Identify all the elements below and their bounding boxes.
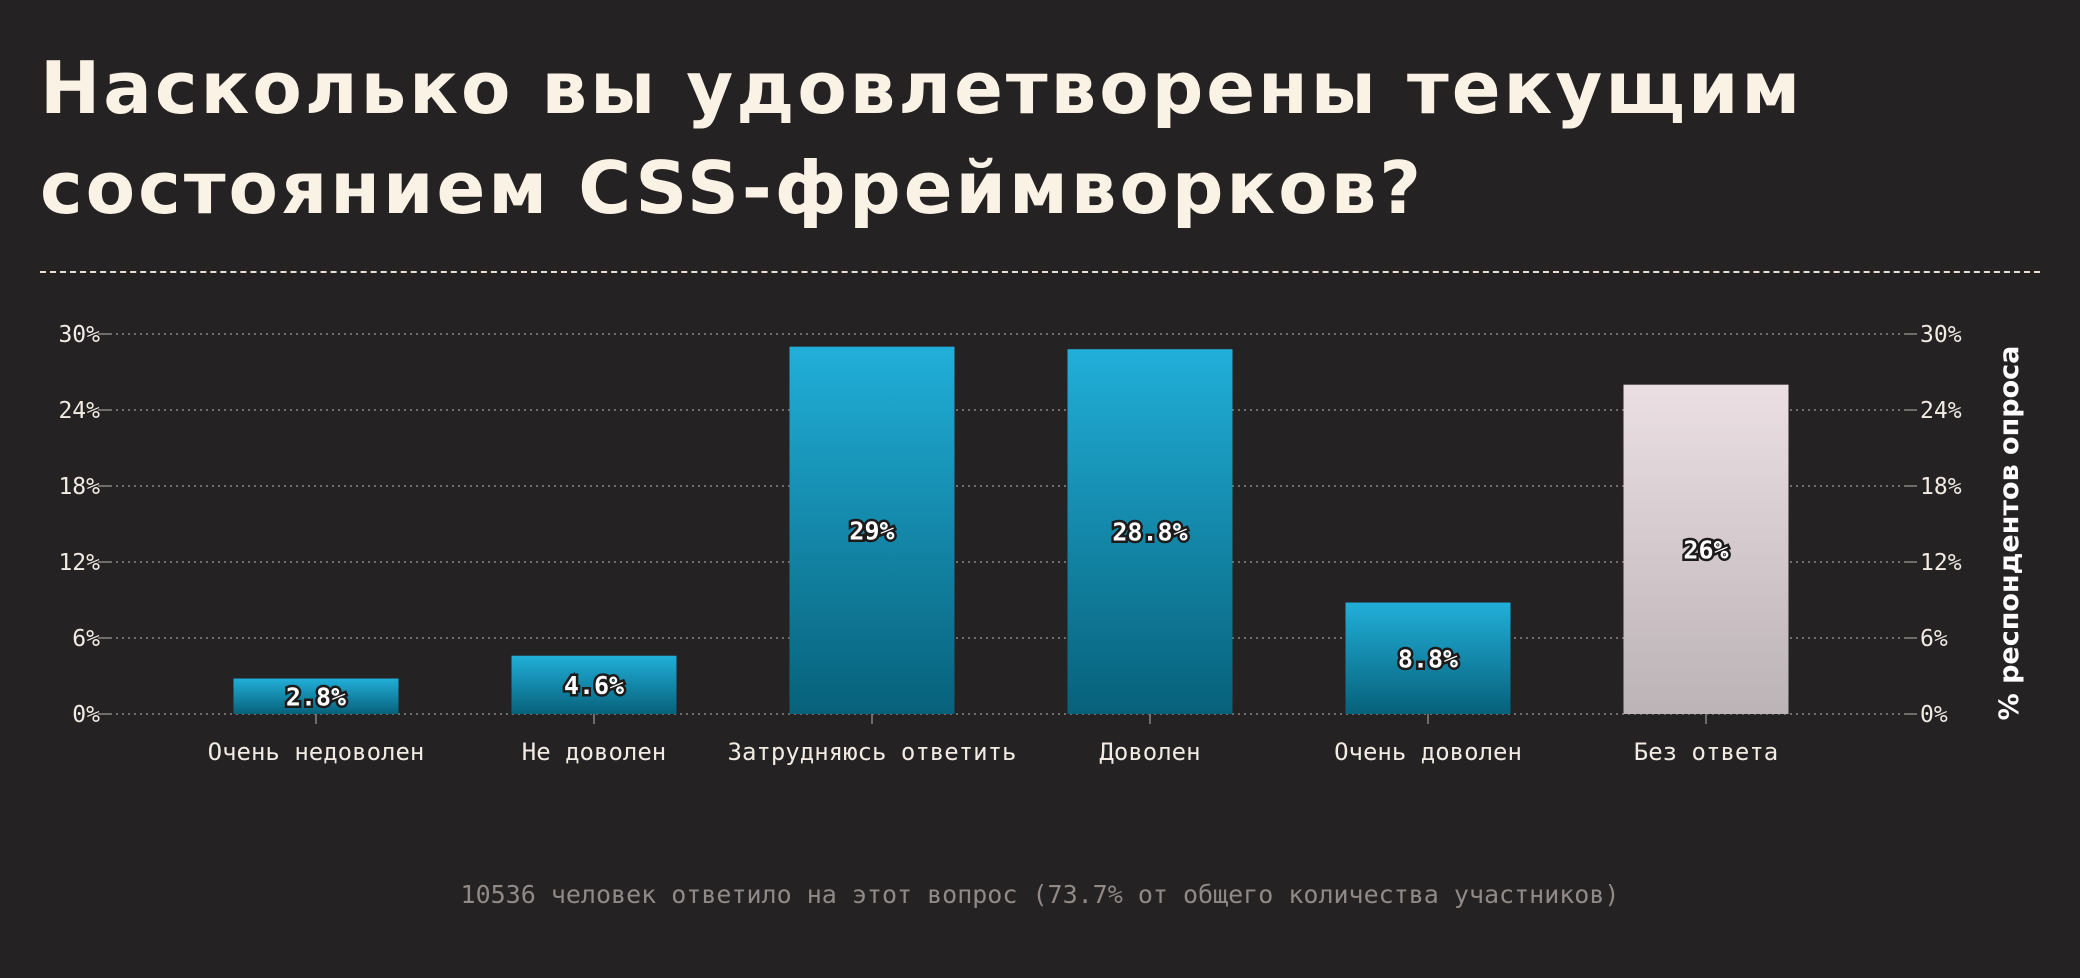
y-tick-label-right: 18% [1920, 474, 1962, 500]
x-category-label: Очень недоволен [208, 738, 425, 766]
y-tick-label-left: 18% [58, 474, 100, 500]
x-category-label: Доволен [1099, 738, 1200, 766]
y-tick-label-right: 12% [1920, 550, 1962, 576]
y-tick-label-left: 12% [58, 550, 100, 576]
bar-value-label: 4.6% [564, 671, 624, 700]
bar [789, 346, 955, 714]
y-tick-label-right: 30% [1920, 322, 1962, 348]
page-title: Насколько вы удовлетворены текущим состо… [40, 46, 1804, 230]
x-category-label: Не доволен [522, 738, 667, 766]
bar [1345, 602, 1511, 714]
x-category-label: Без ответа [1634, 738, 1779, 766]
bar [511, 655, 677, 714]
bar-value-label: 26% [1683, 535, 1728, 564]
y-tick-label-left: 30% [58, 322, 100, 348]
bar [1623, 384, 1789, 714]
y-tick-label-right: 6% [1920, 626, 1948, 652]
y-axis-title: % респондентов опроса [1994, 346, 2025, 721]
bar-value-label: 28.8% [1112, 518, 1187, 547]
title-divider [40, 271, 2040, 273]
bar [233, 678, 399, 714]
x-category-label: Очень доволен [1334, 738, 1522, 766]
x-category-label: Затрудняюсь ответить [728, 738, 1017, 766]
bar-value-label: 2.8% [286, 682, 346, 711]
bar-value-label: 8.8% [1398, 644, 1458, 673]
y-tick-label-right: 24% [1920, 398, 1962, 424]
y-tick-label-right: 0% [1920, 702, 1948, 728]
respondents-footnote: 10536 человек ответило на этот вопрос (7… [460, 880, 1620, 909]
bar [1067, 349, 1233, 714]
y-tick-label-left: 24% [58, 398, 100, 424]
bar-value-label: 29% [849, 516, 894, 545]
y-tick-label-left: 6% [72, 626, 100, 652]
bar-chart: 0% 0% 6% 6% 12% 12% 18% 18% 24% 24% 30% 30% 2.8% Очен… [58, 322, 2025, 766]
y-tick-label-left: 0% [72, 702, 100, 728]
